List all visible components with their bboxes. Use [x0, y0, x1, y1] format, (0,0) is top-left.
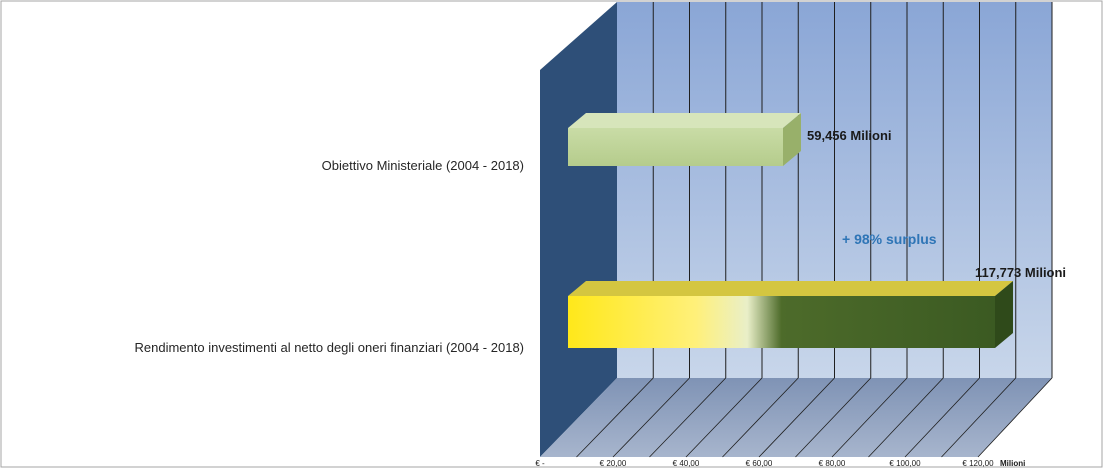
x-tick-label: € 80,00 — [819, 459, 846, 468]
annotation-surplus: + 98% surplus — [842, 231, 937, 247]
gridline-floor — [941, 377, 1017, 458]
data-label: 59,456 Milioni — [807, 128, 892, 143]
bar-side-face — [783, 113, 801, 166]
bar-side-face — [995, 281, 1013, 348]
gridline-floor — [904, 377, 980, 458]
x-tick-label: € 60,00 — [746, 459, 773, 468]
gridline-floor — [795, 377, 872, 458]
bar-top-face — [568, 113, 801, 128]
gridline-floor — [831, 377, 908, 458]
gridline-floor — [977, 377, 1053, 458]
gridline-floor — [612, 377, 690, 458]
bar — [568, 128, 783, 166]
category-label: Rendimento investimenti al netto degli o… — [135, 340, 525, 355]
gridline-floor — [649, 377, 727, 458]
gridline-floor — [868, 377, 944, 458]
x-tick-label: € 120,00 — [962, 459, 994, 468]
gridline-floor — [576, 377, 654, 458]
labels: Obiettivo Ministeriale (2004 - 2018) Rend… — [135, 128, 1067, 468]
x-tick-label: € - — [535, 459, 545, 468]
bar-top-face — [568, 281, 1013, 296]
side-wall — [540, 2, 617, 457]
data-label: 117,773 Milioni — [975, 265, 1066, 280]
floor — [540, 378, 1052, 457]
x-unit-label: Milioni — [1000, 459, 1025, 468]
gridline-floor — [758, 377, 835, 458]
bars — [568, 113, 1013, 348]
x-tick-label: € 40,00 — [673, 459, 700, 468]
gridline-floor — [685, 377, 763, 458]
x-tick-label: € 20,00 — [600, 459, 627, 468]
bar — [568, 296, 995, 348]
category-label: Obiettivo Ministeriale (2004 - 2018) — [322, 158, 524, 173]
x-tick-label: € 100,00 — [889, 459, 921, 468]
gridline-floor — [722, 377, 799, 458]
